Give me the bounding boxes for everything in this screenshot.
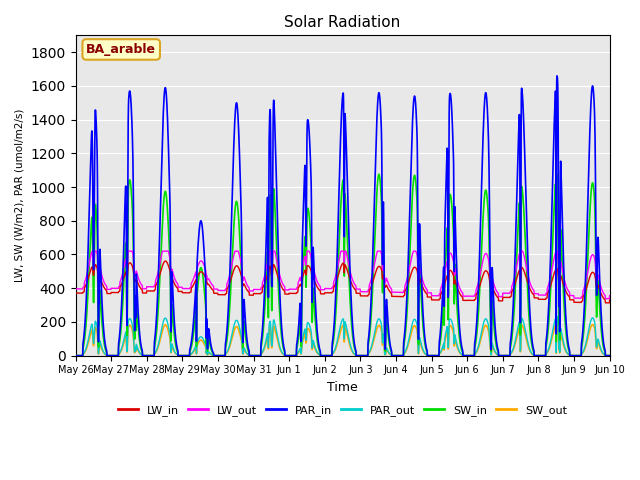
X-axis label: Time: Time: [327, 381, 358, 394]
Title: Solar Radiation: Solar Radiation: [284, 15, 401, 30]
Y-axis label: LW, SW (W/m2), PAR (umol/m2/s): LW, SW (W/m2), PAR (umol/m2/s): [15, 109, 25, 282]
Text: BA_arable: BA_arable: [86, 43, 156, 56]
Legend: LW_in, LW_out, PAR_in, PAR_out, SW_in, SW_out: LW_in, LW_out, PAR_in, PAR_out, SW_in, S…: [114, 401, 572, 420]
